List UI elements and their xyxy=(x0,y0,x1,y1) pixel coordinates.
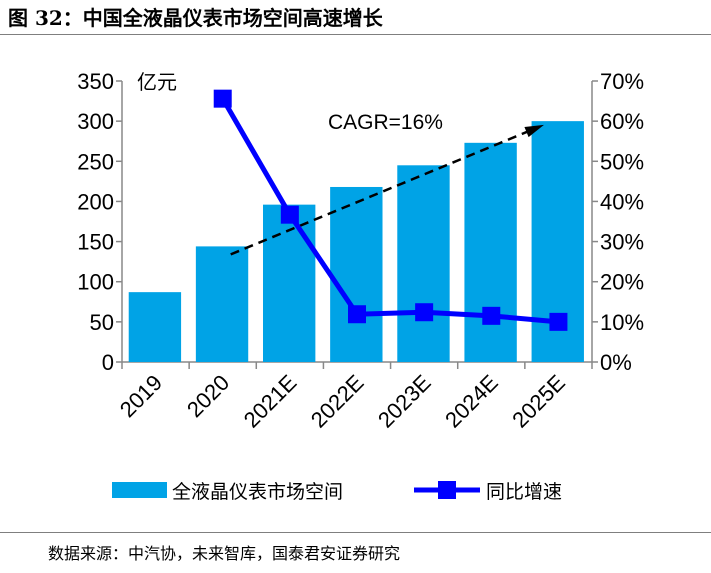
left-tick-label: 250 xyxy=(77,149,114,174)
source-note: 数据来源：中汽协，未来智库，国泰君安证券研究 xyxy=(48,544,401,563)
bar xyxy=(330,186,383,362)
right-tick-label: 60% xyxy=(600,109,644,134)
x-tick-label: 2024E xyxy=(440,370,503,433)
chart-title: 图 32：中国全液晶仪表市场空间高速增长 xyxy=(8,6,383,30)
growth-marker xyxy=(549,312,568,331)
growth-marker xyxy=(280,205,299,224)
growth-marker xyxy=(482,306,501,325)
source-divider xyxy=(0,532,711,533)
bar xyxy=(464,142,517,362)
x-tick-label: 2020 xyxy=(182,370,234,422)
x-tick-label: 2022E xyxy=(306,370,369,433)
bar xyxy=(397,165,450,362)
growth-marker xyxy=(348,305,366,324)
right-tick-label: 30% xyxy=(600,230,644,255)
left-axis-unit: 亿元 xyxy=(137,70,177,94)
right-tick-label: 20% xyxy=(600,270,644,295)
right-tick-label: 50% xyxy=(600,149,644,174)
right-tick-label: 40% xyxy=(600,189,644,214)
growth-line xyxy=(220,97,559,325)
left-tick-label: 350 xyxy=(77,69,114,94)
growth-marker xyxy=(213,89,232,108)
title-divider xyxy=(0,34,711,35)
right-tick-label: 70% xyxy=(600,69,644,94)
legend-line-label: 同比增速 xyxy=(486,481,562,503)
cagr-arrow-line xyxy=(230,125,539,256)
bar xyxy=(263,204,316,362)
x-tick-label: 2025E xyxy=(507,370,570,433)
x-tick-label: 2023E xyxy=(373,370,436,433)
left-tick-label: 100 xyxy=(77,270,114,295)
x-tick-label: 2019 xyxy=(115,370,167,422)
cagr-arrow-head xyxy=(524,124,544,138)
bar xyxy=(195,246,249,362)
left-tick-label: 50 xyxy=(90,310,114,335)
left-tick-label: 0 xyxy=(102,350,114,375)
right-tick-label: 10% xyxy=(600,310,644,335)
legend-bar-label: 全液晶仪表市场空间 xyxy=(172,481,343,503)
legend-bar-swatch xyxy=(112,482,167,498)
growth-marker xyxy=(415,303,434,322)
cagr-annotation: CAGR=16% xyxy=(328,111,443,134)
bar xyxy=(128,292,182,362)
legend-line-marker xyxy=(438,481,456,499)
left-tick-label: 150 xyxy=(77,230,114,255)
right-tick-label: 0% xyxy=(600,350,632,375)
x-tick-label: 2021E xyxy=(239,370,302,433)
left-tick-label: 300 xyxy=(77,109,114,134)
left-tick-label: 200 xyxy=(77,189,114,214)
